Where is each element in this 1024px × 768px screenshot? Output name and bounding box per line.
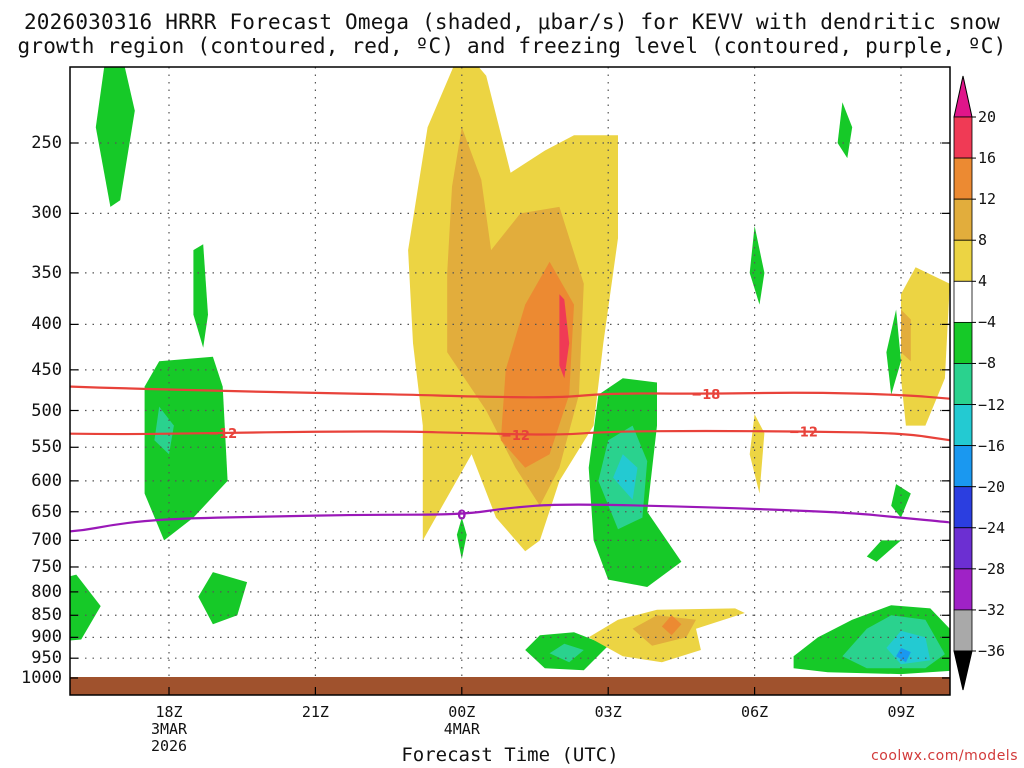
contour-dgz-minus-12 <box>70 429 950 442</box>
omega-region-9 <box>456 517 467 560</box>
y-label-450: 450 <box>31 359 62 380</box>
contour-label-3: −12 <box>789 426 818 441</box>
omega-region-17 <box>886 309 901 395</box>
colorbar-swatch-6 <box>953 363 973 405</box>
colorbar-swatch-9 <box>953 486 973 529</box>
y-label-350: 350 <box>31 262 62 283</box>
x-label-00Z: 00Z 4MAR <box>443 703 480 738</box>
colorbar-swatch-8 <box>953 445 973 488</box>
colorbar-swatch-1 <box>953 157 973 200</box>
colorbar-label-1: 16 <box>978 149 997 168</box>
y-label-750: 750 <box>31 556 62 577</box>
colorbar-label-12: −32 <box>978 600 1006 619</box>
credit-link[interactable]: coolwx.com/models <box>871 748 1018 764</box>
x-label-03Z: 03Z <box>594 703 622 721</box>
x-axis-title: Forecast Time (UTC) <box>401 744 619 766</box>
colorbar-swatch-12 <box>953 609 973 652</box>
y-label-600: 600 <box>31 470 62 491</box>
x-label-06Z: 06Z <box>741 703 769 721</box>
contour-label-text-2: −18 <box>691 388 720 403</box>
colorbar-swatch-10 <box>953 527 973 570</box>
y-label-500: 500 <box>31 400 62 421</box>
omega-region-4 <box>95 67 135 207</box>
y-label-700: 700 <box>31 530 62 551</box>
y-label-1000: 1000 <box>21 668 62 688</box>
x-label-09Z: 09Z <box>887 703 915 721</box>
omega-region-16 <box>749 226 765 305</box>
colorbar-label-8: −16 <box>978 436 1006 455</box>
colorbar-swatch-5 <box>953 321 973 364</box>
y-label-850: 850 <box>31 605 62 626</box>
ground <box>70 677 950 695</box>
omega-region-28 <box>749 414 765 494</box>
omega-region-3 <box>559 294 570 379</box>
omega-region-8 <box>198 572 248 625</box>
omega-region-25 <box>896 647 911 663</box>
omega-region-32 <box>661 615 682 636</box>
omega-region-6 <box>144 356 228 541</box>
colorbar-label-2: 12 <box>978 190 997 209</box>
chart-title-line1: 2026030316 HRRR Forecast Omega (shaded, … <box>23 10 1001 34</box>
contours: −12 −12 −18 −12 0 <box>70 385 950 533</box>
colorbar-label-0: 20 <box>978 108 997 126</box>
y-label-800: 800 <box>31 581 62 602</box>
contour-label-text-3: −12 <box>789 426 818 441</box>
colorbar-swatch-3 <box>953 239 973 282</box>
colorbar-bottom-arrow <box>953 650 973 691</box>
omega-shading <box>70 67 950 675</box>
y-label-950: 950 <box>31 648 62 669</box>
chart-title-line2: growth region (contoured, red, ºC) and f… <box>17 34 1007 58</box>
colorbar-swatch-2 <box>953 198 973 241</box>
y-label-250: 250 <box>31 133 62 153</box>
y-label-650: 650 <box>31 501 62 522</box>
omega-region-26 <box>901 267 950 426</box>
omega-region-2 <box>500 261 574 468</box>
colorbar-label-5: −4 <box>978 313 997 332</box>
y-label-550: 550 <box>31 437 62 458</box>
contour-dgz-minus-18 <box>70 385 950 400</box>
plot-border <box>69 66 951 696</box>
colorbar-label-7: −12 <box>978 395 1006 414</box>
omega-region-31 <box>632 615 696 646</box>
omega-region-5 <box>193 244 208 348</box>
colorbar-label-9: −20 <box>978 477 1006 496</box>
y-label-300: 300 <box>31 203 62 224</box>
omega-region-22 <box>549 643 584 663</box>
y-label-400: 400 <box>31 314 62 335</box>
axis-ticks <box>70 142 950 695</box>
colorbar-label-13: −36 <box>978 642 1006 660</box>
colorbar-label-11: −28 <box>978 559 1006 578</box>
contour-label-4: 0 <box>457 509 466 524</box>
omega-region-27 <box>901 309 911 362</box>
contour-label-2: −18 <box>691 388 720 403</box>
contour-label-text-4: 0 <box>457 509 466 524</box>
colorbar-swatch-11 <box>953 568 973 611</box>
contour-freezing-level-0 <box>70 503 950 533</box>
colorbar-top-arrow <box>953 75 973 118</box>
colorbar-label-10: −24 <box>978 518 1006 537</box>
colorbar-swatch-4 <box>953 280 973 323</box>
colorbar <box>953 75 976 691</box>
contour-label-text-1: −12 <box>501 429 530 444</box>
y-label-900: 900 <box>31 627 62 648</box>
colorbar-swatch-7 <box>953 404 973 447</box>
contour-label-0: −12 <box>208 427 237 442</box>
colorbar-label-3: 8 <box>978 231 988 250</box>
x-label-18Z: 18Z 3MAR 2026 <box>150 703 188 755</box>
colorbar-label-6: −8 <box>978 354 997 373</box>
omega-region-12 <box>866 540 901 562</box>
omega-region-15 <box>837 102 853 159</box>
omega-region-23 <box>613 454 638 500</box>
x-label-21Z: 21Z <box>301 703 329 721</box>
contour-label-text-0: −12 <box>208 427 237 442</box>
colorbar-label-4: 4 <box>978 272 988 291</box>
ground-bar <box>70 677 950 695</box>
omega-region-13 <box>891 484 911 518</box>
colorbar-swatch-0 <box>953 116 973 159</box>
omega-region-7 <box>70 574 101 641</box>
contour-label-1: −12 <box>501 429 530 444</box>
